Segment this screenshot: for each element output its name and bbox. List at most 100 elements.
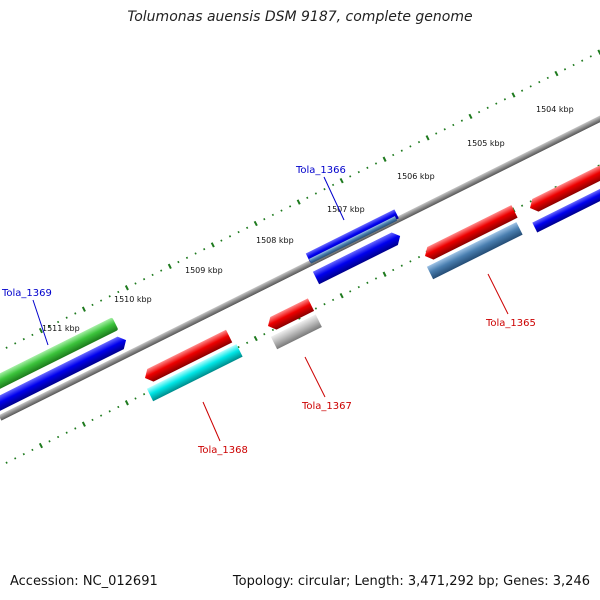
inner-minor-tick [31,448,34,452]
inner-minor-tick [117,405,120,409]
inner-major-tick [38,442,43,449]
outer-minor-tick [538,80,541,84]
outer-minor-tick [220,239,223,242]
outer-minor-tick [357,170,360,174]
outer-minor-tick [74,312,77,315]
outer-major-tick [468,113,473,120]
inner-minor-tick [271,328,275,332]
outer-minor-tick [314,192,318,195]
outer-minor-tick [486,106,489,109]
kbp-label-1511: 1511 kbp [42,324,80,333]
inner-major-tick [81,421,86,427]
kbp-label-1504: 1504 kbp [536,105,574,114]
outer-minor-tick [495,102,498,105]
outer-minor-tick [392,153,395,157]
gene-forward-red-right[interactable] [527,161,600,215]
kbp-label-1505: 1505 kbp [467,139,505,148]
inner-minor-tick [400,264,403,267]
outer-minor-tick [117,290,120,294]
gene-forward-blue-2[interactable] [312,230,403,285]
outer-minor-tick [572,63,575,67]
inner-minor-tick [374,277,378,280]
inner-minor-tick [392,268,395,272]
inner-minor-tick [22,452,25,456]
inner-minor-tick [134,397,137,400]
outer-minor-tick [452,123,455,127]
leader-tola-1366 [323,176,345,221]
inner-minor-tick [65,431,68,434]
gene-tola-1367-red[interactable] [265,298,315,332]
outer-minor-tick [374,162,378,165]
accession-text: Accession: NC_012691 [10,574,158,589]
inner-minor-tick [142,393,146,396]
outer-minor-tick [460,119,464,122]
gene-label-tola-1367[interactable]: Tola_1367 [301,401,352,412]
inner-minor-tick [99,414,103,417]
outer-minor-tick [160,269,163,272]
kbp-label-1507: 1507 kbp [327,205,365,214]
outer-minor-tick [203,248,206,251]
gene-label-tola-1369[interactable]: Tola_1369 [1,288,52,299]
gene-forward-blue-1[interactable] [0,334,129,415]
outer-minor-tick [246,226,249,229]
gene-label-tola-1368[interactable]: Tola_1368 [197,445,248,456]
map-title: Tolumonas auensis DSM 9187, complete gen… [127,9,473,25]
inner-minor-tick [48,440,51,443]
outer-minor-tick [237,230,240,234]
gene-tola-1366-steel[interactable] [309,216,398,264]
gene-tola-1369-green[interactable] [0,317,118,392]
outer-major-tick [38,327,43,334]
inner-minor-tick [349,290,352,293]
outer-minor-tick [151,273,154,277]
outer-minor-tick [477,110,481,114]
outer-minor-tick [185,256,189,259]
gene-forward-blue-3[interactable] [532,186,600,233]
leader-tola-1365 [487,273,509,315]
outer-minor-tick [14,342,17,345]
outer-minor-tick [323,188,326,191]
outer-major-tick [253,220,258,227]
inner-minor-tick [91,418,94,422]
outer-major-tick [124,285,129,291]
inner-minor-tick [237,345,240,349]
outer-minor-tick [503,98,507,101]
outer-minor-tick [435,132,438,135]
genome-summary-text: Topology: circular; Length: 3,471,292 bp… [232,574,590,589]
outer-minor-tick [99,299,103,302]
outer-major-tick [425,135,430,141]
gene-tola-1365-steel[interactable] [426,222,523,280]
outer-minor-tick [417,140,421,144]
outer-minor-tick [366,166,369,169]
gene-label-tola-1365[interactable]: Tola_1365 [485,318,536,329]
gene-tola-1367-gray[interactable] [270,314,322,350]
gene-label-tola-1366[interactable]: Tola_1366 [295,165,346,176]
outer-minor-tick [349,175,352,178]
inner-major-tick [253,335,258,342]
outer-tick-row [5,49,600,349]
inner-minor-tick [331,298,335,302]
outer-minor-tick [5,346,8,349]
inner-minor-tick [417,255,421,259]
inner-minor-tick [357,285,360,289]
outer-minor-tick [288,205,292,208]
outer-minor-tick [529,85,532,88]
gene-tola-1365-red[interactable] [422,205,518,262]
kbp-label-1509: 1509 kbp [185,266,223,275]
outer-minor-tick [520,89,524,92]
inner-minor-tick [56,435,60,439]
outer-major-tick [382,156,387,162]
inner-minor-tick [108,410,111,413]
inner-minor-tick [366,281,369,284]
inner-minor-tick [323,303,326,306]
outer-major-tick [597,49,600,55]
kbp-label-1506: 1506 kbp [397,172,435,181]
outer-minor-tick [263,218,266,221]
leader-tola-1368 [202,401,221,442]
genome-backbone [0,102,600,421]
gene-tola-1368-cyan[interactable] [146,344,243,402]
inner-major-tick [124,400,129,406]
outer-minor-tick [91,303,94,307]
gene-tola-1368-red[interactable] [142,329,233,384]
inner-major-tick [382,271,387,277]
inner-minor-tick [246,341,249,344]
